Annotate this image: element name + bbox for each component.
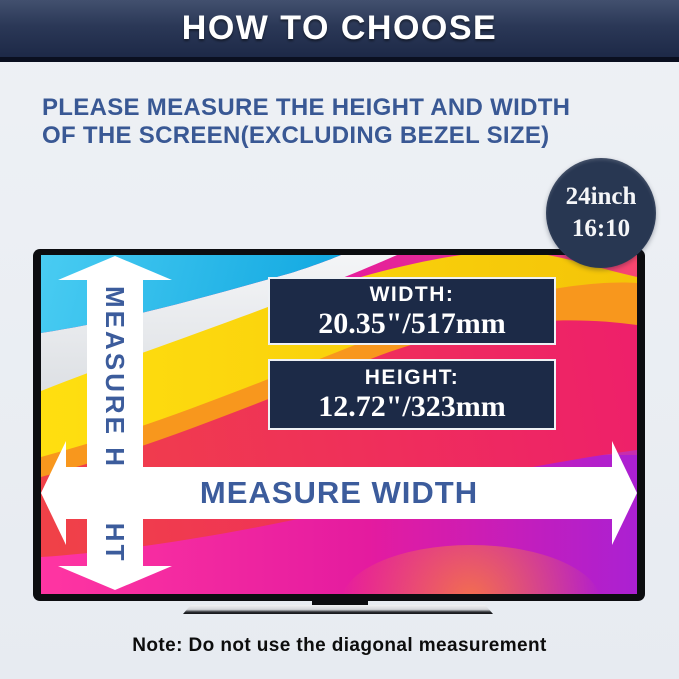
badge-size-label: 24inch xyxy=(565,183,637,210)
header-banner: HOW TO CHOOSE xyxy=(0,0,679,62)
measure-height-label: MEASURE HEIGHT xyxy=(100,286,130,564)
note-text: Note: Do not use the diagonal measuremen… xyxy=(132,635,547,656)
arrow-right-head xyxy=(612,441,637,545)
wave-orange xyxy=(41,277,637,477)
badge-ratio-label: 16:10 xyxy=(571,215,631,242)
height-measurement-box: HEIGHT: 12.72"/323mm xyxy=(268,359,556,430)
width-value: 20.35"/517mm xyxy=(318,306,506,340)
instruction-line1: PLEASE MEASURE THE HEIGHT AND WIDTH xyxy=(42,94,571,121)
height-label: HEIGHT: xyxy=(364,366,460,389)
arrow-up-head xyxy=(58,256,172,280)
width-label: WIDTH: xyxy=(369,282,455,306)
page-title: HOW TO CHOOSE xyxy=(181,9,498,47)
wave-orange-glow xyxy=(342,545,600,594)
arrow-horizontal-shaft xyxy=(65,467,613,519)
height-value: 12.72"/323mm xyxy=(318,390,506,423)
instruction-text: PLEASE MEASURE THE HEIGHT AND WIDTH OF T… xyxy=(42,94,642,150)
width-measurement-box: WIDTH: 20.35"/517mm xyxy=(268,277,556,345)
tv-stand-neck xyxy=(312,599,368,608)
arrow-vertical-shaft xyxy=(87,279,143,567)
tv-illustration: MEASURE HEIGHT MEASURE WIDTH WIDTH: 20.3… xyxy=(33,249,645,601)
arrow-left-head xyxy=(41,441,66,545)
size-badge: 24inch 16:10 xyxy=(546,158,656,268)
arrow-down-head xyxy=(58,566,172,590)
measure-width-label: MEASURE WIDTH xyxy=(199,475,479,510)
wave-yellow xyxy=(41,255,637,457)
tv-screen: MEASURE HEIGHT MEASURE WIDTH WIDTH: 20.3… xyxy=(41,255,637,594)
tv-stand-base xyxy=(183,605,493,614)
instruction-line2: OF THE SCREEN(EXCLUDING BEZEL SIZE) xyxy=(42,122,550,149)
